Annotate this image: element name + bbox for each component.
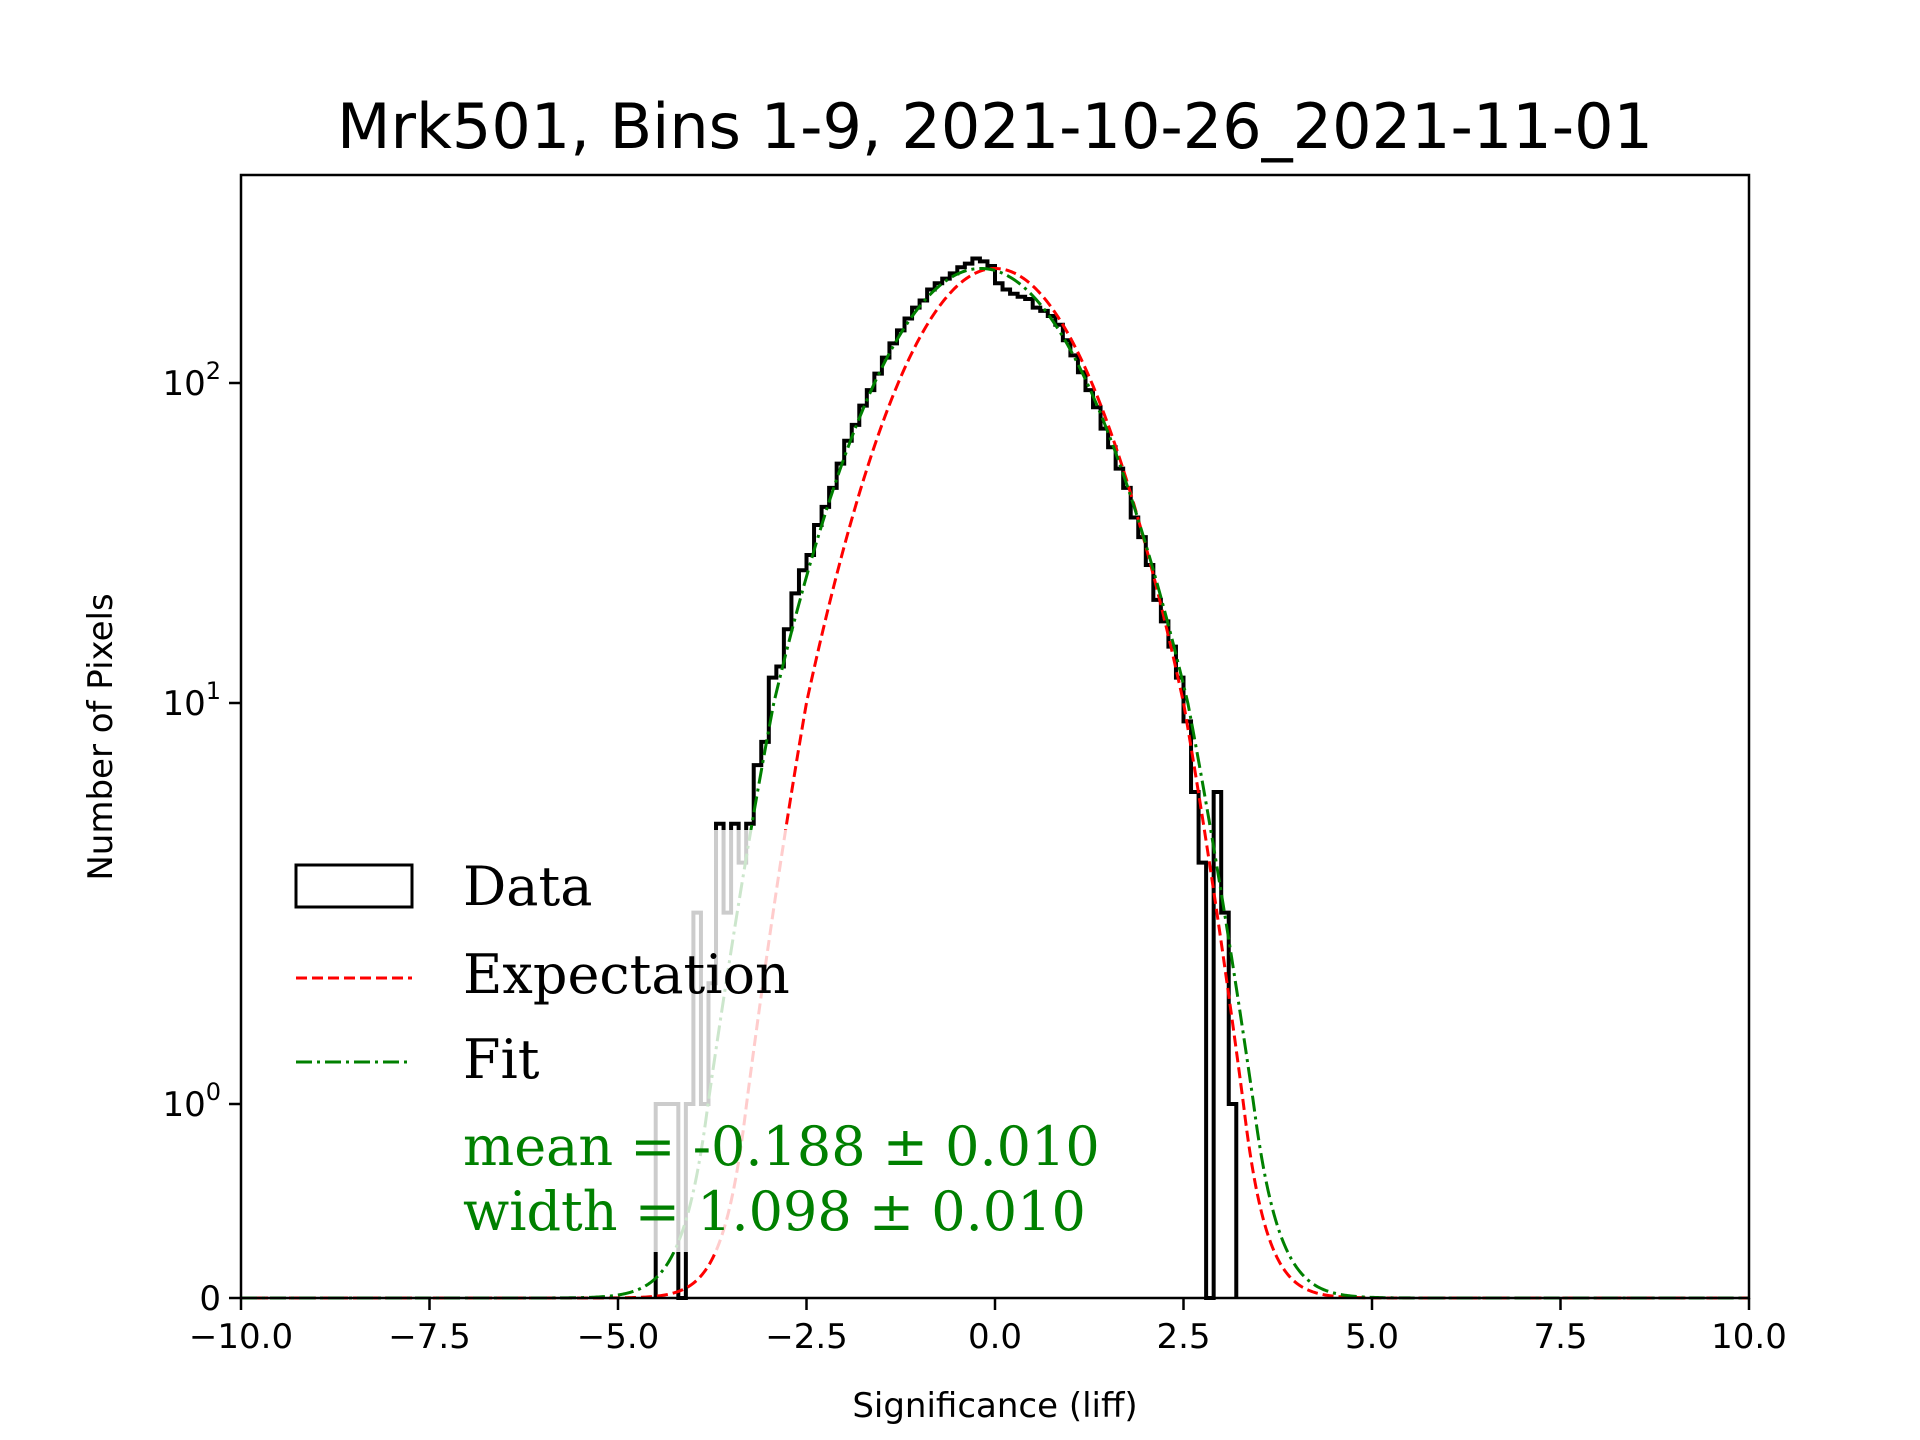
y-tick-label: 102 bbox=[162, 357, 221, 404]
x-tick-label: −5.0 bbox=[577, 1317, 660, 1357]
x-tick-label: −7.5 bbox=[388, 1317, 471, 1357]
chart-title: Mrk501, Bins 1-9, 2021-10-26_2021-11-01 bbox=[337, 90, 1653, 163]
legend-background bbox=[278, 830, 1176, 1252]
legend-data-handle bbox=[294, 863, 414, 909]
x-axis-label: Significance (liff) bbox=[852, 1386, 1137, 1426]
legend-data-label: Data bbox=[463, 855, 592, 918]
x-tick-label: −10.0 bbox=[189, 1317, 293, 1357]
histogram-bin bbox=[1184, 721, 1192, 1298]
x-tick-label: −2.5 bbox=[765, 1317, 848, 1357]
width-annotation: width = 1.098 ± 0.010 bbox=[463, 1180, 1086, 1243]
legend-fit-label: Fit bbox=[463, 1028, 540, 1091]
histogram-bin bbox=[1191, 792, 1199, 1298]
y-tick-label: 0 bbox=[199, 1279, 221, 1319]
y-axis-label: Number of Pixels bbox=[81, 593, 121, 880]
y-axis-ticks: 0 100 101 102 bbox=[162, 357, 241, 1319]
x-tick-label: 10.0 bbox=[1711, 1317, 1787, 1357]
x-axis-ticks: −10.0 −7.5 −5.0 −2.5 0.0 2.5 5.0 7.5 10.0 bbox=[189, 1298, 1787, 1357]
x-tick-label: 0.0 bbox=[968, 1317, 1022, 1357]
x-tick-label: 2.5 bbox=[1156, 1317, 1210, 1357]
histogram-bin bbox=[1176, 678, 1184, 1298]
y-tick-label: 101 bbox=[162, 677, 221, 724]
mean-annotation: mean = -0.188 ± 0.010 bbox=[463, 1115, 1100, 1178]
y-tick-label: 100 bbox=[162, 1078, 221, 1125]
x-tick-label: 5.0 bbox=[1345, 1317, 1399, 1357]
legend: Data Expectation Fit mean = -0.188 ± 0.0… bbox=[278, 830, 1176, 1252]
legend-expectation-label: Expectation bbox=[463, 943, 790, 1006]
expectation-curve bbox=[241, 266, 1749, 1300]
x-tick-label: 7.5 bbox=[1533, 1317, 1587, 1357]
